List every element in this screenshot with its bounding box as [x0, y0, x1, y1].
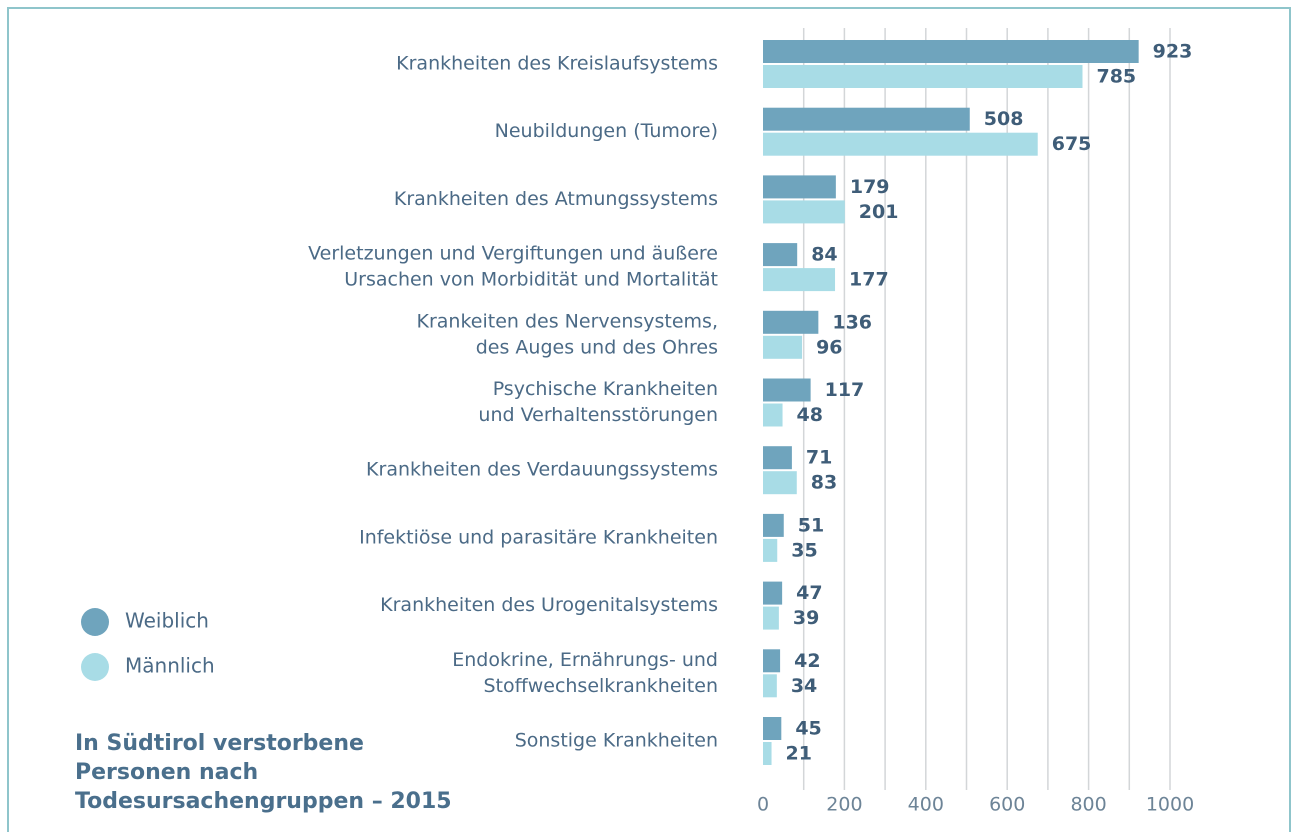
value-label: 96 [816, 336, 842, 358]
legend-marker [81, 653, 109, 681]
category-label: Ursachen von Morbidität und Mortalität [344, 269, 718, 291]
bar [763, 717, 782, 740]
bar [763, 403, 783, 427]
bar [763, 742, 772, 765]
x-tick-label: 1000 [1146, 794, 1194, 816]
category-label: des Auges und des Ohres [476, 336, 718, 358]
legend-label: Männlich [125, 654, 215, 678]
value-label: 508 [984, 108, 1024, 130]
value-label: 177 [849, 269, 889, 291]
value-label: 48 [797, 404, 823, 426]
value-label: 42 [794, 650, 820, 672]
category-label: Krankheiten des Kreislaufsystems [396, 53, 718, 75]
legend-label: Weiblich [125, 609, 209, 633]
category-label: Krankheiten des Atmungssystems [394, 188, 718, 210]
value-label: 34 [791, 675, 817, 697]
category-label: Stoffwechselkrankheiten [483, 675, 718, 697]
value-label: 136 [832, 311, 872, 333]
x-tick-label: 200 [826, 794, 862, 816]
category-label: Endokrine, Ernährungs- und [452, 649, 718, 671]
x-tick-label: 0 [757, 794, 769, 816]
bar [763, 200, 845, 224]
bar [763, 107, 970, 131]
value-label: 675 [1052, 133, 1092, 155]
x-tick-label: 600 [989, 794, 1025, 816]
frame [7, 7, 1291, 832]
bar [763, 132, 1038, 156]
legend-marker [81, 608, 109, 636]
value-label: 39 [793, 607, 819, 629]
value-label: 201 [859, 201, 899, 223]
bar [763, 175, 836, 199]
bar [763, 513, 784, 537]
category-label: Psychische Krankheiten [493, 378, 718, 400]
bar [763, 268, 836, 292]
x-tick-label: 800 [1070, 794, 1106, 816]
bar [763, 471, 797, 495]
category-label: und Verhaltensstörungen [478, 404, 718, 426]
value-label: 45 [795, 718, 821, 740]
category-label: Verletzungen und Vergiftungen und äußere [308, 243, 718, 265]
bar [763, 378, 811, 402]
value-label: 923 [1153, 41, 1193, 63]
value-label: 84 [811, 244, 837, 266]
category-label: Krankeiten des Nervensystems, [417, 310, 718, 332]
bar [763, 538, 778, 562]
chart-title: Todesursachengruppen – 2015 [75, 789, 452, 814]
value-label: 47 [796, 582, 822, 604]
value-label: 117 [825, 379, 865, 401]
chart-title: Personen nach [75, 760, 258, 785]
bar [763, 335, 803, 359]
chart-title: In Südtirol verstorbene [75, 731, 364, 756]
value-label: 51 [798, 514, 824, 536]
value-label: 71 [806, 447, 832, 469]
bar [763, 65, 1083, 88]
category-label: Neubildungen (Tumore) [495, 120, 718, 142]
value-label: 21 [786, 743, 812, 765]
category-label: Krankheiten des Urogenitalsystems [380, 594, 718, 616]
bar [763, 674, 777, 698]
category-label: Krankheiten des Verdauungssystems [366, 459, 718, 481]
bar [763, 581, 783, 605]
bar [763, 310, 819, 334]
value-label: 785 [1096, 66, 1136, 88]
value-label: 83 [811, 472, 837, 494]
bar [763, 243, 798, 267]
value-label: 179 [850, 176, 890, 198]
bar [763, 446, 792, 470]
category-label: Sonstige Krankheiten [515, 730, 718, 752]
value-label: 35 [791, 539, 817, 561]
category-label: Infektiöse und parasitäre Krankheiten [359, 526, 718, 548]
bar [763, 649, 781, 673]
x-tick-label: 400 [908, 794, 944, 816]
bar [763, 40, 1139, 63]
bar [763, 606, 779, 630]
